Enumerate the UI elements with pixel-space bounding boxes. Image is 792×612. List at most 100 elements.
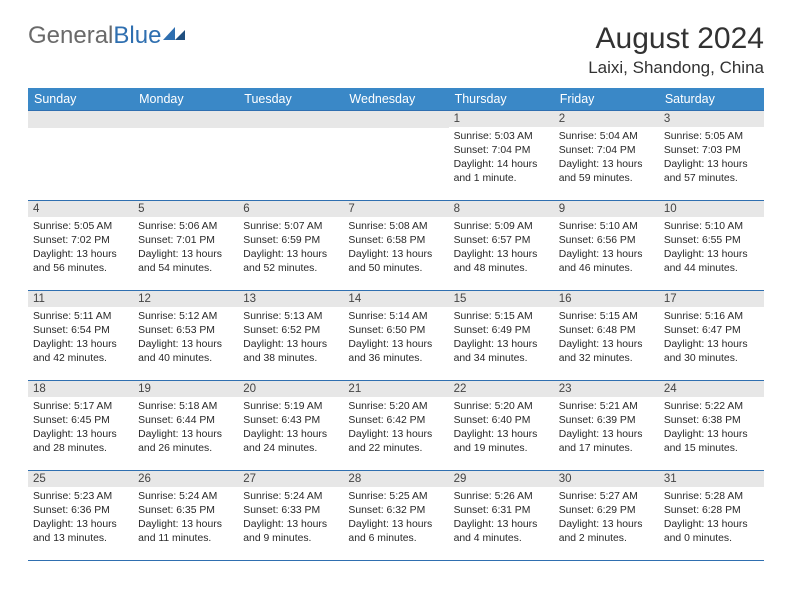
- day-details: [343, 128, 448, 135]
- day-details: Sunrise: 5:26 AMSunset: 6:31 PMDaylight:…: [449, 487, 554, 550]
- day-number: 7: [343, 201, 448, 217]
- day-details: [238, 128, 343, 135]
- calendar-cell: 30Sunrise: 5:27 AMSunset: 6:29 PMDayligh…: [554, 471, 659, 561]
- day-details: Sunrise: 5:20 AMSunset: 6:42 PMDaylight:…: [343, 397, 448, 460]
- day-number: 5: [133, 201, 238, 217]
- day-number: 29: [449, 471, 554, 487]
- location-label: Laixi, Shandong, China: [588, 58, 764, 78]
- day-number: 4: [28, 201, 133, 217]
- day-number: 15: [449, 291, 554, 307]
- day-details: Sunrise: 5:16 AMSunset: 6:47 PMDaylight:…: [659, 307, 764, 370]
- day-details: Sunrise: 5:24 AMSunset: 6:33 PMDaylight:…: [238, 487, 343, 550]
- day-number: 14: [343, 291, 448, 307]
- day-details: Sunrise: 5:25 AMSunset: 6:32 PMDaylight:…: [343, 487, 448, 550]
- day-details: Sunrise: 5:19 AMSunset: 6:43 PMDaylight:…: [238, 397, 343, 460]
- calendar-cell: 28Sunrise: 5:25 AMSunset: 6:32 PMDayligh…: [343, 471, 448, 561]
- day-details: Sunrise: 5:20 AMSunset: 6:40 PMDaylight:…: [449, 397, 554, 460]
- day-details: Sunrise: 5:18 AMSunset: 6:44 PMDaylight:…: [133, 397, 238, 460]
- calendar-cell: 31Sunrise: 5:28 AMSunset: 6:28 PMDayligh…: [659, 471, 764, 561]
- day-number: 13: [238, 291, 343, 307]
- day-number: [28, 111, 133, 128]
- day-details: Sunrise: 5:15 AMSunset: 6:49 PMDaylight:…: [449, 307, 554, 370]
- calendar-cell: 15Sunrise: 5:15 AMSunset: 6:49 PMDayligh…: [449, 291, 554, 381]
- calendar-body: 1Sunrise: 5:03 AMSunset: 7:04 PMDaylight…: [28, 111, 764, 561]
- calendar-cell: [343, 111, 448, 201]
- day-details: Sunrise: 5:21 AMSunset: 6:39 PMDaylight:…: [554, 397, 659, 460]
- logo: GeneralBlue: [28, 22, 185, 50]
- calendar-cell: 12Sunrise: 5:12 AMSunset: 6:53 PMDayligh…: [133, 291, 238, 381]
- day-details: Sunrise: 5:05 AMSunset: 7:03 PMDaylight:…: [659, 127, 764, 190]
- day-details: Sunrise: 5:14 AMSunset: 6:50 PMDaylight:…: [343, 307, 448, 370]
- day-header: Tuesday: [238, 88, 343, 111]
- calendar-cell: 18Sunrise: 5:17 AMSunset: 6:45 PMDayligh…: [28, 381, 133, 471]
- day-number: 31: [659, 471, 764, 487]
- day-number: 27: [238, 471, 343, 487]
- calendar-cell: 20Sunrise: 5:19 AMSunset: 6:43 PMDayligh…: [238, 381, 343, 471]
- page-header: GeneralBlue August 2024 Laixi, Shandong,…: [28, 22, 764, 78]
- day-number: 1: [449, 111, 554, 127]
- day-header: Wednesday: [343, 88, 448, 111]
- day-details: Sunrise: 5:03 AMSunset: 7:04 PMDaylight:…: [449, 127, 554, 190]
- calendar-table: SundayMondayTuesdayWednesdayThursdayFrid…: [28, 88, 764, 561]
- calendar-thead: SundayMondayTuesdayWednesdayThursdayFrid…: [28, 88, 764, 111]
- calendar-cell: 4Sunrise: 5:05 AMSunset: 7:02 PMDaylight…: [28, 201, 133, 291]
- day-details: Sunrise: 5:06 AMSunset: 7:01 PMDaylight:…: [133, 217, 238, 280]
- calendar-cell: 17Sunrise: 5:16 AMSunset: 6:47 PMDayligh…: [659, 291, 764, 381]
- logo-text-blue: Blue: [113, 22, 161, 50]
- day-number: 8: [449, 201, 554, 217]
- calendar-cell: 26Sunrise: 5:24 AMSunset: 6:35 PMDayligh…: [133, 471, 238, 561]
- day-number: [343, 111, 448, 128]
- day-details: Sunrise: 5:15 AMSunset: 6:48 PMDaylight:…: [554, 307, 659, 370]
- logo-mark-icon: [163, 24, 185, 40]
- day-details: [28, 128, 133, 135]
- day-details: Sunrise: 5:17 AMSunset: 6:45 PMDaylight:…: [28, 397, 133, 460]
- day-details: Sunrise: 5:05 AMSunset: 7:02 PMDaylight:…: [28, 217, 133, 280]
- day-header: Saturday: [659, 88, 764, 111]
- month-title: August 2024: [588, 22, 764, 56]
- calendar-cell: [133, 111, 238, 201]
- day-details: Sunrise: 5:13 AMSunset: 6:52 PMDaylight:…: [238, 307, 343, 370]
- day-details: Sunrise: 5:07 AMSunset: 6:59 PMDaylight:…: [238, 217, 343, 280]
- day-details: Sunrise: 5:10 AMSunset: 6:56 PMDaylight:…: [554, 217, 659, 280]
- day-number: 25: [28, 471, 133, 487]
- day-number: 26: [133, 471, 238, 487]
- day-details: Sunrise: 5:09 AMSunset: 6:57 PMDaylight:…: [449, 217, 554, 280]
- calendar-cell: 25Sunrise: 5:23 AMSunset: 6:36 PMDayligh…: [28, 471, 133, 561]
- calendar-week: 1Sunrise: 5:03 AMSunset: 7:04 PMDaylight…: [28, 111, 764, 201]
- day-details: Sunrise: 5:12 AMSunset: 6:53 PMDaylight:…: [133, 307, 238, 370]
- day-details: Sunrise: 5:28 AMSunset: 6:28 PMDaylight:…: [659, 487, 764, 550]
- calendar-cell: 3Sunrise: 5:05 AMSunset: 7:03 PMDaylight…: [659, 111, 764, 201]
- day-number: 11: [28, 291, 133, 307]
- day-header: Friday: [554, 88, 659, 111]
- calendar-week: 25Sunrise: 5:23 AMSunset: 6:36 PMDayligh…: [28, 471, 764, 561]
- day-header: Thursday: [449, 88, 554, 111]
- title-block: August 2024 Laixi, Shandong, China: [588, 22, 764, 78]
- calendar-cell: [238, 111, 343, 201]
- day-number: 19: [133, 381, 238, 397]
- day-details: Sunrise: 5:27 AMSunset: 6:29 PMDaylight:…: [554, 487, 659, 550]
- day-number: 16: [554, 291, 659, 307]
- day-details: Sunrise: 5:24 AMSunset: 6:35 PMDaylight:…: [133, 487, 238, 550]
- day-number: 17: [659, 291, 764, 307]
- day-number: 20: [238, 381, 343, 397]
- day-details: Sunrise: 5:08 AMSunset: 6:58 PMDaylight:…: [343, 217, 448, 280]
- calendar-cell: 2Sunrise: 5:04 AMSunset: 7:04 PMDaylight…: [554, 111, 659, 201]
- day-details: Sunrise: 5:11 AMSunset: 6:54 PMDaylight:…: [28, 307, 133, 370]
- calendar-week: 4Sunrise: 5:05 AMSunset: 7:02 PMDaylight…: [28, 201, 764, 291]
- day-header: Sunday: [28, 88, 133, 111]
- calendar-cell: 7Sunrise: 5:08 AMSunset: 6:58 PMDaylight…: [343, 201, 448, 291]
- calendar-cell: 14Sunrise: 5:14 AMSunset: 6:50 PMDayligh…: [343, 291, 448, 381]
- calendar-cell: 1Sunrise: 5:03 AMSunset: 7:04 PMDaylight…: [449, 111, 554, 201]
- calendar-cell: 16Sunrise: 5:15 AMSunset: 6:48 PMDayligh…: [554, 291, 659, 381]
- calendar-cell: 10Sunrise: 5:10 AMSunset: 6:55 PMDayligh…: [659, 201, 764, 291]
- day-number: 23: [554, 381, 659, 397]
- calendar-cell: 29Sunrise: 5:26 AMSunset: 6:31 PMDayligh…: [449, 471, 554, 561]
- calendar-cell: 8Sunrise: 5:09 AMSunset: 6:57 PMDaylight…: [449, 201, 554, 291]
- day-number: 28: [343, 471, 448, 487]
- day-number: 2: [554, 111, 659, 127]
- day-number: 30: [554, 471, 659, 487]
- day-number: 21: [343, 381, 448, 397]
- calendar-cell: 27Sunrise: 5:24 AMSunset: 6:33 PMDayligh…: [238, 471, 343, 561]
- day-number: [238, 111, 343, 128]
- day-header-row: SundayMondayTuesdayWednesdayThursdayFrid…: [28, 88, 764, 111]
